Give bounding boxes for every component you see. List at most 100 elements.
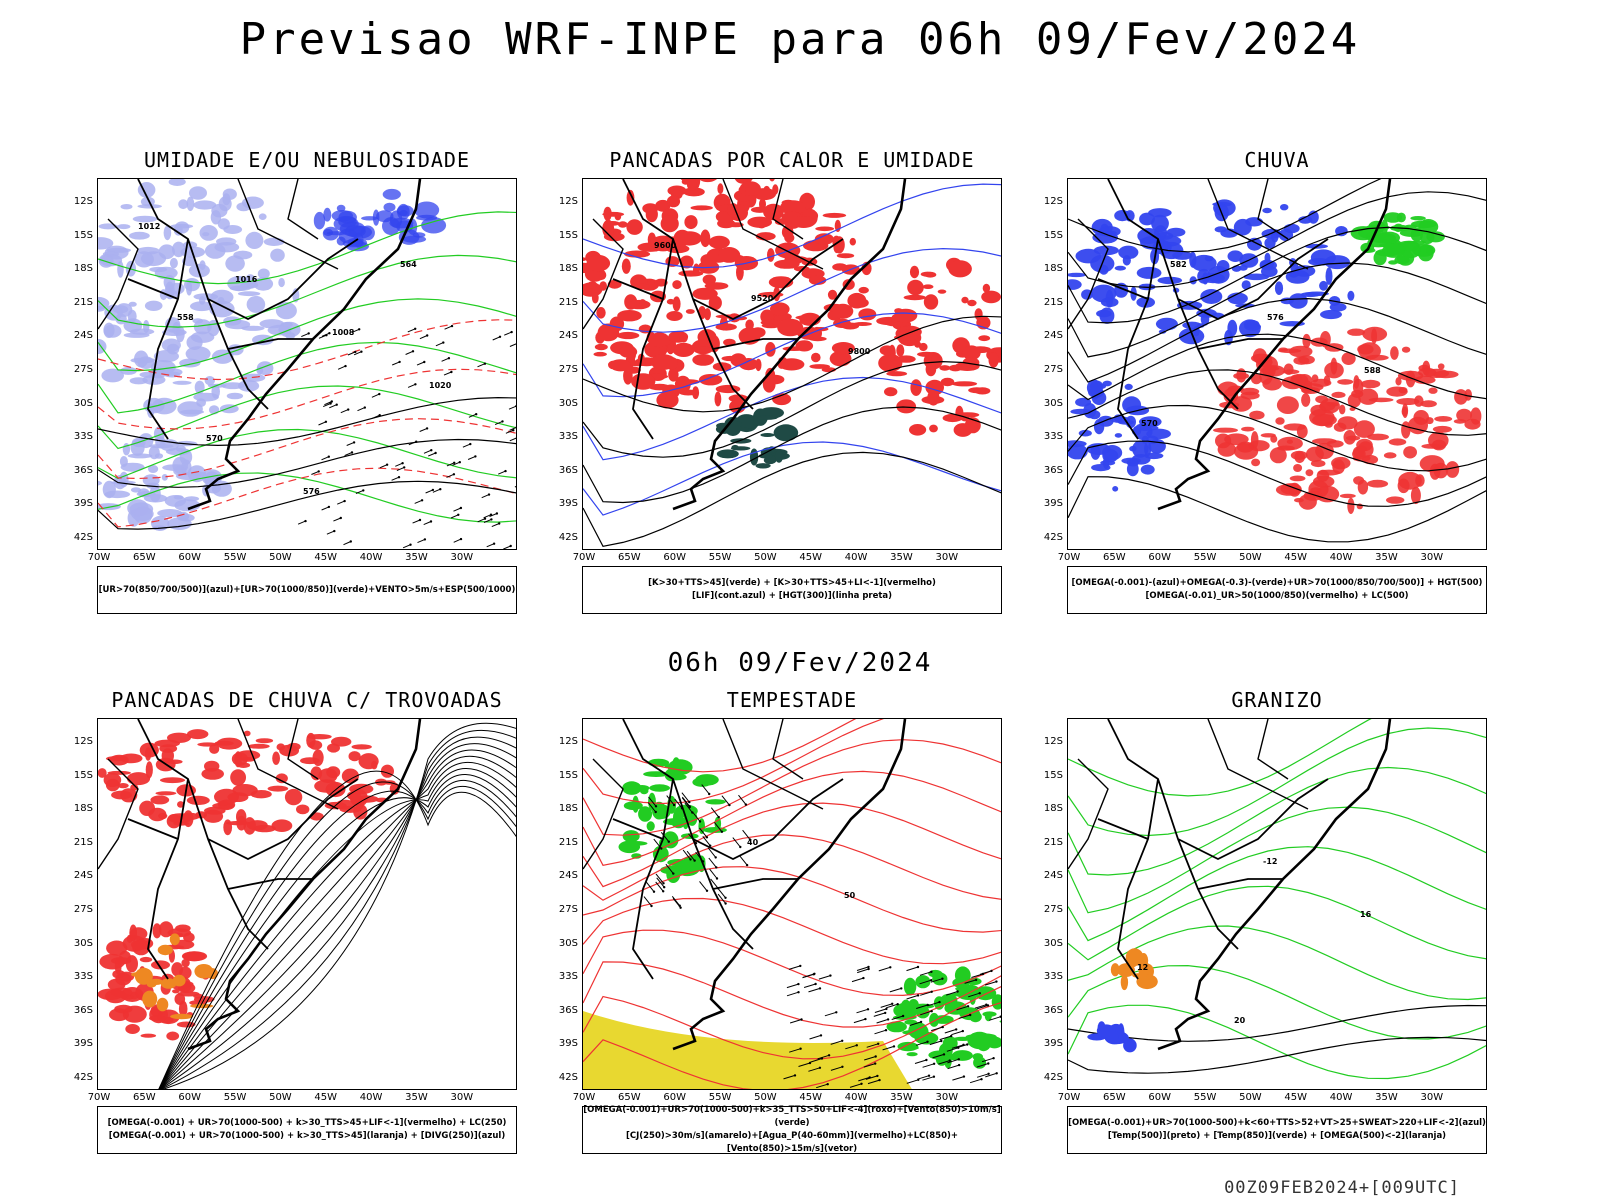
legend-line: [OMEGA(-0.001) + UR>70(1000-500) + k>30_… <box>108 1131 506 1141</box>
lon-tick-label: 30W <box>450 1092 474 1103</box>
legend-line: [CJ(250)>30m/s](amarelo)+[Agua_P(40-60mm… <box>625 1131 959 1154</box>
lat-tick-label: 39S <box>73 1038 93 1050</box>
lat-tick-label: 36S <box>1043 464 1063 476</box>
wind850-vectors <box>783 964 1001 1089</box>
map-graphic: 1012 1016 1008 1020 570 576 564 558 <box>98 179 516 549</box>
lat-tick-label: 36S <box>73 1004 93 1016</box>
contour-label: 9800 <box>848 347 871 356</box>
lon-tick-label: 70W <box>572 552 596 563</box>
wind850-strong-fill <box>618 757 727 883</box>
map-graphic: 582 576 588 570 <box>1068 179 1486 543</box>
lon-tick-label: 65W <box>133 552 156 563</box>
omega500-fill <box>1110 948 1158 991</box>
lon-tick-label: 60W <box>663 552 686 563</box>
thunder-rain-fill <box>98 729 400 836</box>
lat-tick-label: 21S <box>73 836 93 848</box>
contour-label: 570 <box>206 434 223 443</box>
lon-tick-label: 45W <box>1284 552 1308 563</box>
lon-tick-label: 60W <box>1148 1092 1171 1103</box>
lon-tick-label: 70W <box>1057 552 1081 563</box>
lon-tick-label: 70W <box>87 552 111 563</box>
lon-tick-label: 35W <box>1375 1092 1398 1103</box>
lat-tick-label: 42S <box>1043 1071 1063 1083</box>
lat-tick-label: 39S <box>1043 1038 1063 1050</box>
omega-weak-fill <box>1068 199 1355 346</box>
lon-tick-label: 60W <box>1148 552 1171 563</box>
lat-tick-label: 33S <box>558 431 578 443</box>
contour-label: 20 <box>1234 1016 1246 1025</box>
coastline-borders <box>1068 179 1392 511</box>
lat-tick-label: 24S <box>1043 870 1063 882</box>
lon-tick-label: 50W <box>1239 1092 1262 1103</box>
lon-tick-label: 55W <box>1193 552 1217 563</box>
lat-tick-label: 18S <box>1043 803 1063 815</box>
lat-tick-label: 24S <box>1043 330 1063 342</box>
lat-tick-label: 24S <box>558 330 578 342</box>
legend-line: [OMEGA(-0.01)_UR>50(1000/850)(vermelho) … <box>1145 591 1409 601</box>
contour-label: 570 <box>1141 419 1158 428</box>
map-area <box>97 718 517 1090</box>
lon-tick-label: 70W <box>87 1092 111 1103</box>
lon-tick-label: 60W <box>663 1092 686 1103</box>
temp500-contours <box>1068 1004 1486 1074</box>
lat-tick-label: 33S <box>73 971 93 983</box>
lifted-index-contours <box>583 183 1001 516</box>
lat-tick-label: 12S <box>1043 196 1063 207</box>
panel-title: PANCADAS POR CALOR E UMIDADE <box>609 148 975 172</box>
lat-tick-label: 33S <box>1043 971 1063 983</box>
wind850-ocean-fill <box>886 966 1001 1069</box>
lat-tick-label: 21S <box>1043 296 1063 308</box>
lon-tick-label: 40W <box>844 552 868 563</box>
lat-tick-label: 33S <box>73 431 93 443</box>
lon-tick-label: 50W <box>1239 552 1262 563</box>
lon-tick-label: 55W <box>223 552 247 563</box>
contour-label: -12 <box>1263 857 1277 866</box>
contour-label: 50 <box>844 891 856 900</box>
legend-line: [OMEGA(-0.001)+UR>70(1000-500)+k>35_TTS>… <box>583 1105 1001 1128</box>
lat-tick-label: 30S <box>73 397 93 409</box>
humidity-high-fill <box>313 188 447 252</box>
contour-label: 1008 <box>332 328 355 337</box>
lat-tick-label: 42S <box>1043 531 1063 543</box>
lat-tick-label: 27S <box>558 363 578 375</box>
contour-label: 582 <box>1170 260 1187 269</box>
jet-stream-fill <box>583 1011 912 1089</box>
lon-tick-label: 45W <box>314 552 338 563</box>
lat-tick-label: 21S <box>558 296 578 308</box>
contour-label: 558 <box>177 313 194 322</box>
lon-tick-label: 30W <box>450 552 474 563</box>
lat-tick-label: 39S <box>558 498 578 510</box>
map-panel-2: PANCADAS POR CALOR E UMIDADE 9600 9520 9800… <box>559 148 1002 638</box>
lon-tick-label: 70W <box>572 1092 596 1103</box>
panel-title: CHUVA <box>1244 148 1310 172</box>
lat-tick-label: 21S <box>558 836 578 848</box>
lon-tick-label: 60W <box>178 1092 201 1103</box>
lon-tick-label: 65W <box>1103 1092 1126 1103</box>
map-panel-5: TEMPESTADE 40 50 12S 15S 18S 21S 24S 27S 30S 33S 36… <box>559 688 1002 1178</box>
lat-tick-label: 18S <box>558 803 578 815</box>
lon-tick-label: 65W <box>618 552 641 563</box>
thunder-orange-fill <box>131 933 218 1020</box>
lat-tick-label: 12S <box>73 736 93 747</box>
lat-tick-label: 15S <box>73 769 93 781</box>
lat-tick-label: 39S <box>1043 498 1063 510</box>
contour-label: 16 <box>1360 910 1372 919</box>
lat-tick-label: 24S <box>73 870 93 882</box>
panel-title: GRANIZO <box>1231 688 1323 712</box>
coastline-borders <box>583 179 907 511</box>
lat-tick-label: 18S <box>1043 263 1063 275</box>
lat-tick-label: 12S <box>1043 736 1063 747</box>
lon-tick-label: 30W <box>1420 552 1444 563</box>
lat-tick-label: 18S <box>558 263 578 275</box>
legend-line: [K>30+TTS>45](verde) + [K>30+TTS>45+LI<-… <box>648 578 936 588</box>
contour-label: 12 <box>1137 963 1148 972</box>
panel-title: TEMPESTADE <box>726 688 858 712</box>
lon-tick-label: 55W <box>708 552 732 563</box>
humidity-south-fill <box>98 426 232 531</box>
unstable-ocean-fill <box>876 257 1001 437</box>
pressure-isobars <box>98 396 516 530</box>
lat-tick-label: 18S <box>73 803 93 815</box>
lon-tick-label: 50W <box>269 552 292 563</box>
contour-label: 9600 <box>654 241 677 250</box>
lon-tick-label: 35W <box>405 1092 428 1103</box>
